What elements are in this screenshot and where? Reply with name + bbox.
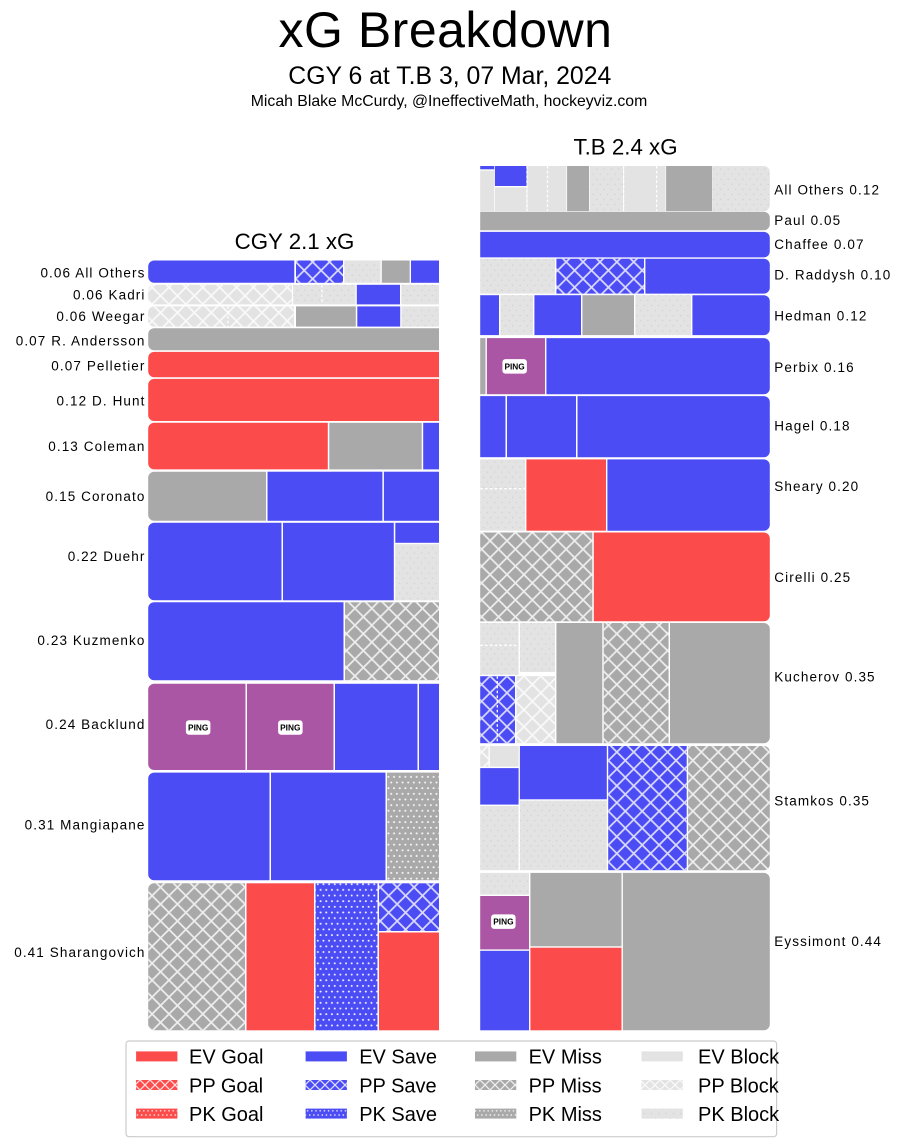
svg-text:T.B 2.4 xG: T.B 2.4 xG <box>573 134 677 159</box>
svg-text:Hedman 0.12: Hedman 0.12 <box>774 309 867 324</box>
svg-text:Cirelli 0.25: Cirelli 0.25 <box>774 570 851 585</box>
svg-text:0.31 Mangiapane: 0.31 Mangiapane <box>25 818 146 833</box>
svg-text:0.22 Duehr: 0.22 Duehr <box>68 549 146 564</box>
svg-text:All Others 0.12: All Others 0.12 <box>774 182 880 197</box>
svg-text:PP Block: PP Block <box>698 1075 780 1097</box>
svg-text:0.15 Coronato: 0.15 Coronato <box>46 489 146 504</box>
svg-text:EV Block: EV Block <box>698 1047 780 1069</box>
svg-text:PP Goal: PP Goal <box>189 1075 263 1097</box>
svg-text:Chaffee 0.07: Chaffee 0.07 <box>774 237 864 252</box>
svg-text:xG Breakdown: xG Breakdown <box>279 2 613 58</box>
svg-text:Sheary 0.20: Sheary 0.20 <box>774 479 859 494</box>
svg-text:PK Save: PK Save <box>359 1104 437 1126</box>
svg-text:Paul 0.05: Paul 0.05 <box>774 213 841 228</box>
svg-text:PP Miss: PP Miss <box>529 1075 602 1097</box>
svg-text:0.06 All Others: 0.06 All Others <box>40 266 145 281</box>
svg-text:PK Miss: PK Miss <box>529 1104 602 1126</box>
svg-text:0.23 Kuzmenko: 0.23 Kuzmenko <box>37 633 145 648</box>
svg-text:PK Block: PK Block <box>698 1104 780 1126</box>
svg-text:0.07 Pelletier: 0.07 Pelletier <box>51 358 145 373</box>
svg-text:EV Miss: EV Miss <box>529 1047 602 1069</box>
svg-text:Micah Blake McCurdy, @Ineffect: Micah Blake McCurdy, @IneffectiveMath, h… <box>251 93 647 110</box>
svg-text:EV Save: EV Save <box>359 1047 437 1069</box>
svg-text:0.12 D. Hunt: 0.12 D. Hunt <box>57 393 146 408</box>
svg-text:Kucherov 0.35: Kucherov 0.35 <box>774 670 875 685</box>
svg-text:CGY 2.1 xG: CGY 2.1 xG <box>235 229 355 254</box>
svg-text:CGY 6 at T.B 3, 07 Mar, 2024: CGY 6 at T.B 3, 07 Mar, 2024 <box>288 63 611 90</box>
svg-text:Eyssimont 0.44: Eyssimont 0.44 <box>774 934 882 949</box>
svg-text:Perbix 0.16: Perbix 0.16 <box>774 360 854 375</box>
svg-text:Stamkos 0.35: Stamkos 0.35 <box>774 794 870 809</box>
svg-text:Hagel 0.18: Hagel 0.18 <box>774 418 850 433</box>
svg-text:PING: PING <box>504 361 524 371</box>
svg-text:PK Goal: PK Goal <box>189 1104 263 1126</box>
svg-text:PING: PING <box>188 723 208 733</box>
svg-text:0.06 Weegar: 0.06 Weegar <box>56 309 145 324</box>
svg-text:PING: PING <box>280 723 300 733</box>
svg-text:0.06 Kadri: 0.06 Kadri <box>73 288 146 303</box>
svg-text:0.07 R. Andersson: 0.07 R. Andersson <box>16 334 146 349</box>
svg-text:PP Save: PP Save <box>359 1075 436 1097</box>
svg-text:PING: PING <box>493 917 513 927</box>
svg-text:0.41 Sharangovich: 0.41 Sharangovich <box>14 945 145 960</box>
svg-text:0.13 Coleman: 0.13 Coleman <box>48 439 145 454</box>
svg-text:EV Goal: EV Goal <box>189 1047 263 1069</box>
svg-text:D. Raddysh 0.10: D. Raddysh 0.10 <box>774 268 891 283</box>
svg-text:0.24 Backlund: 0.24 Backlund <box>46 717 146 732</box>
